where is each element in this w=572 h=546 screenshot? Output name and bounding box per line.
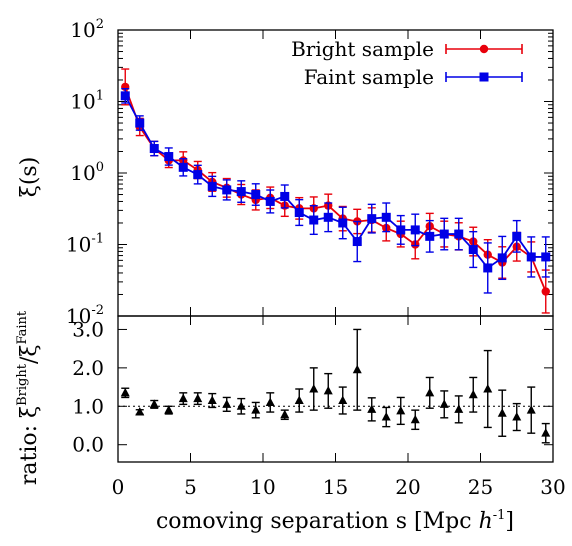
bottom-panel: 0.0 1.0 2.0 3.0 0 5 10 15 20 25 30 [72, 315, 566, 499]
ratio-point [265, 397, 275, 406]
ratio-point [338, 395, 348, 405]
ratio-point [120, 387, 130, 397]
ratio-point [178, 393, 188, 403]
faint-point [425, 231, 435, 241]
bright-point [541, 287, 550, 296]
ratio-point [396, 405, 406, 415]
faint-point [526, 252, 536, 262]
x-axis-title: comoving separation s [Mpc h-1] [156, 508, 514, 534]
faint-point [497, 253, 507, 263]
ratio-point [439, 399, 449, 408]
faint-point [410, 225, 420, 235]
faint-point [251, 190, 261, 200]
faint-point [178, 162, 188, 172]
ratio-point [526, 405, 536, 414]
bottom-y-axis-title: ratio: ξBright/ξFaint [15, 310, 42, 485]
y-tick-label: 100 [70, 160, 104, 185]
faint-point [265, 196, 275, 206]
ratio-point [367, 404, 377, 413]
ratio-point [164, 405, 174, 414]
faint-point [135, 118, 145, 128]
faint-point [381, 212, 391, 222]
faint-point [541, 252, 551, 262]
faint-point [338, 218, 348, 228]
ratio-point [468, 389, 478, 399]
ratio-point [207, 395, 217, 405]
y-tick-label: 2.0 [72, 356, 104, 380]
y-tick-label: 10-1 [66, 232, 104, 257]
legend: Bright sample Faint sample [291, 37, 523, 89]
x-tick-label: 25 [468, 475, 493, 499]
x-tick-label: 30 [540, 475, 565, 499]
faint-point [236, 187, 246, 197]
faint-point [439, 229, 449, 239]
x-tick-label: 20 [395, 475, 420, 499]
ratio-point [425, 387, 435, 397]
faint-point [193, 170, 203, 180]
ratio-point [381, 412, 391, 421]
x-tick-label: 15 [323, 475, 348, 499]
x-tick-label: 10 [250, 475, 275, 499]
y-tick-label: 1.0 [72, 394, 104, 418]
ratio-point [483, 384, 493, 393]
x-tick-label: 5 [184, 475, 197, 499]
ratio-point [193, 393, 203, 403]
faint-point [323, 212, 333, 222]
x-tick-label: 0 [112, 475, 125, 499]
faint-point [512, 231, 522, 241]
faint-point [280, 191, 290, 201]
faint-point [222, 185, 232, 195]
y-tick-label: 3.0 [72, 317, 104, 341]
ratio-point [352, 364, 362, 374]
ratio-point [497, 408, 507, 417]
ratio-point [251, 405, 261, 414]
faint-point [164, 152, 174, 162]
ratio-point [410, 414, 420, 424]
faint-point [454, 229, 464, 239]
bright-legend-marker [479, 44, 489, 54]
ratio-point [294, 395, 304, 405]
faint-point [207, 181, 217, 191]
ratio-point [512, 412, 522, 421]
ratio-point [280, 409, 290, 419]
faint-point [367, 214, 377, 224]
ratio-point [541, 428, 551, 437]
faint-point [294, 208, 304, 218]
faint-series-line [124, 95, 546, 270]
ratio-point [323, 385, 333, 395]
y-tick-label: 101 [70, 89, 104, 114]
ratio-point [309, 384, 319, 393]
faint-point [468, 245, 478, 255]
faint-point [309, 215, 319, 225]
y-tick-label: 0.0 [72, 433, 104, 457]
faint-point [352, 237, 362, 247]
y-tick-label: 10-2 [66, 303, 104, 328]
faint-point [149, 144, 159, 154]
y-tick-label: 102 [70, 17, 104, 42]
top-y-axis-title: ξ(s) [17, 157, 42, 198]
top-panel: 10-2 10-1 100 101 102 [66, 17, 554, 328]
faint-point [396, 225, 406, 235]
bright-legend-label: Bright sample [291, 37, 434, 61]
faint-point [120, 91, 130, 101]
ratio-point [236, 401, 246, 410]
faint-legend-marker [479, 72, 489, 82]
ratio-point [135, 407, 145, 416]
ratio-point [149, 399, 159, 408]
faint-legend-label: Faint sample [304, 65, 434, 89]
ratio-point [222, 399, 232, 408]
faint-point [483, 263, 493, 273]
ratio-point [454, 404, 464, 413]
